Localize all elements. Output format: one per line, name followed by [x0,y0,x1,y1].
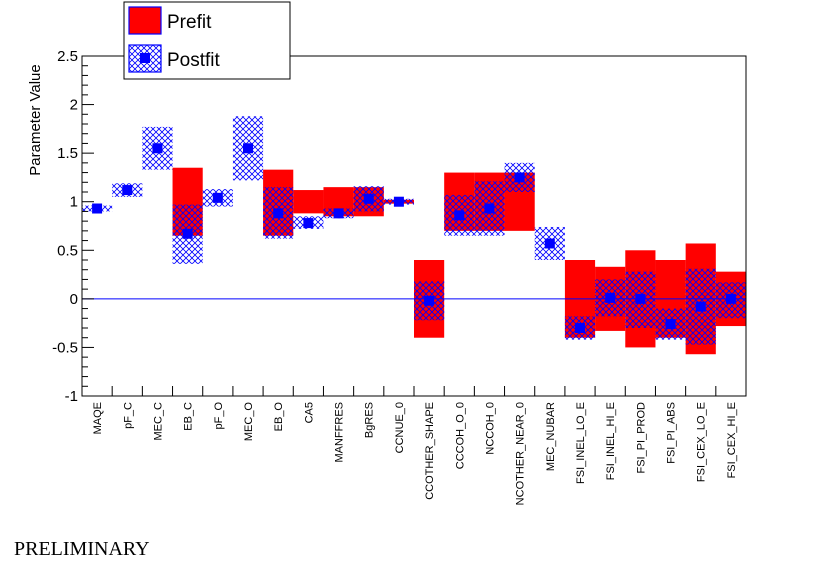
legend-postfit-label: Postfit [167,50,221,71]
legend-prefit-swatch [128,6,162,35]
postfit-point-MEC_O [243,143,253,154]
y-axis: -1 -0.5 0 0.5 1 1.5 2 2.5 [52,48,94,405]
postfit-point-CCCOH_O_0 [454,210,465,221]
x-category-label: CA5 [303,402,315,423]
postfit-point-FSI_CEX_LO_E [695,301,706,312]
legend-postfit-marker [140,53,150,63]
x-category-label: FSI_PI_ABS [666,402,678,464]
y-tick-label: 2.5 [57,48,78,65]
y-tick-label: 1 [70,194,78,211]
x-category-label: MANFFRES [334,402,346,463]
postfit-point-NCCOH_0 [484,203,495,214]
x-category-label: FSI_INEL_LO_E [575,402,587,484]
x-category-label: CCOTHER_SHAPE [424,402,436,500]
x-category-label: NCOTHER_NEAR_0 [515,402,527,505]
postfit-point-EB_O [273,208,284,219]
x-category-label: MEC_O [243,402,255,442]
preliminary-watermark: PRELIMINARY [14,538,150,560]
x-category-label: FSI_CEX_HI_E [726,402,738,478]
postfit-point-FSI_PI_PROD [635,293,646,304]
prefit-band-CA5 [293,190,324,214]
x-category-label: FSI_PI_PROD [635,402,647,474]
postfit-point-BgRES [363,193,374,204]
postfit-point-CA5 [303,218,314,229]
x-category-label: FSI_CEX_LO_E [696,402,708,482]
x-axis: MAQE pF_C MEC_C EB_C pF_O MEC_O EB_O CA5 MANFFRE… [81,386,747,505]
postfit-point-MEC_NUBAR [544,238,555,249]
y-tick-label: 0 [70,291,78,308]
postfit-point-FSI_INEL_LO_E [575,323,585,333]
x-category-label: EB_O [273,402,285,432]
x-category-label: CCCOH_O_0 [454,402,466,469]
x-category-label: EB_C [183,402,195,431]
y-tick-label: 2 [70,97,78,114]
postfit-bands [82,116,746,345]
x-category-label: MAQE [92,402,104,434]
x-category-label: MEC_NUBAR [545,402,557,471]
x-category-label: pF_C [122,402,134,429]
x-category-label: MEC_C [152,402,164,441]
postfit-point-CCNUE_0 [393,196,404,207]
legend: Prefit Postfit [123,1,291,80]
y-axis-label: Parameter Value [27,64,44,175]
postfit-point-EB_C [182,228,193,239]
postfit-point-MEC_C [152,143,163,154]
x-category-label: pF_O [213,402,225,430]
x-category-label: FSI_INEL_HI_E [605,402,617,480]
postfit-point-FSI_CEX_HI_E [725,293,736,304]
postfit-point-CCOTHER_SHAPE [424,295,435,306]
y-tick-label: -0.5 [52,339,78,356]
postfit-point-pF_O [212,192,223,203]
x-category-label: CCNUE_0 [394,402,406,453]
postfit-point-pF_C [122,185,133,196]
y-tick-label: 1.5 [57,145,78,162]
postfit-point-FSI_INEL_HI_E [605,292,616,303]
postfit-point-MANFFRES [333,208,344,219]
y-tick-label: 0.5 [57,242,78,259]
postfit-point-MAQE [92,203,103,214]
postfit-point-FSI_PI_ABS [665,319,676,330]
x-category-label: BgRES [364,402,376,438]
postfit-markers [92,143,736,333]
x-category-label: NCCOH_0 [484,402,496,455]
legend-prefit-label: Prefit [167,12,212,33]
y-tick-label: -1 [65,388,78,405]
postfit-point-NCOTHER_NEAR_0 [514,172,525,183]
